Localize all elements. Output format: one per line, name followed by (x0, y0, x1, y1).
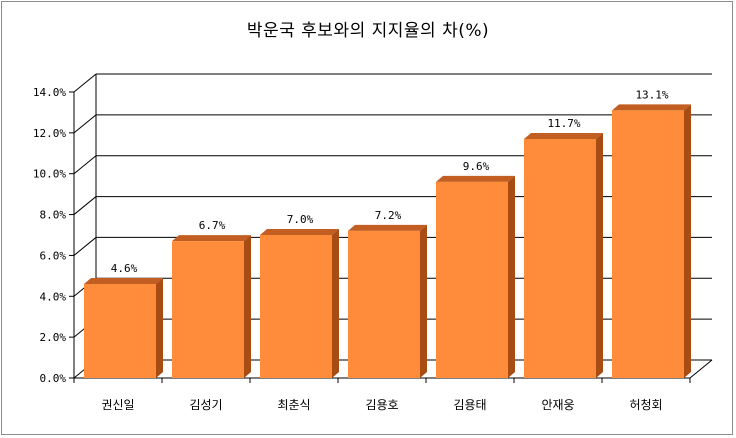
category-label: 권신일 (101, 398, 134, 412)
category-label: 허청회 (629, 398, 662, 412)
bar-front (612, 110, 684, 378)
data-labels: 4.6% 6.7% 7.0% 7.2% 9.6% 11.7% 13.1% (111, 88, 669, 275)
category-label: 최춘식 (277, 398, 310, 412)
category-label: 안재웅 (541, 398, 574, 412)
category-label: 김성기 (189, 398, 222, 412)
bar-side (156, 278, 163, 378)
bar-top (524, 132, 603, 139)
gridline-diagonal (73, 237, 97, 256)
gridline-diagonal (73, 114, 97, 134)
bar-side (420, 224, 427, 378)
bar (260, 229, 339, 378)
bar (612, 104, 691, 378)
bar-side (508, 175, 515, 378)
data-label: 7.0% (287, 213, 314, 226)
data-label: 7.2% (375, 209, 402, 222)
y-tick-label: 4.0% (40, 290, 67, 303)
bar-top (348, 224, 427, 231)
y-tick-label: 8.0% (40, 209, 67, 222)
y-tick-label: 10.0% (33, 168, 66, 181)
data-label: 4.6% (111, 262, 138, 275)
category-label: 김용호 (365, 398, 398, 412)
bar-top (84, 278, 163, 285)
bar-top (436, 175, 515, 182)
y-tick-label: 6.0% (40, 249, 67, 262)
bar-top (260, 229, 339, 235)
bar (348, 224, 427, 378)
bars (84, 104, 691, 378)
data-label: 11.7% (547, 117, 580, 130)
x-axis-categories: 권신일 김성기 최춘식 김용호 김용태 안재웅 허청회 (101, 398, 662, 412)
data-label: 13.1% (635, 88, 668, 101)
bar-front (260, 235, 332, 378)
bar (172, 235, 251, 378)
bar-front (524, 138, 596, 378)
bar (436, 175, 515, 378)
bar (524, 132, 603, 378)
floor-right-edge (689, 359, 713, 379)
data-label: 9.6% (463, 160, 490, 173)
y-tick-label: 14.0% (33, 86, 66, 99)
bar-front (348, 230, 420, 378)
gridline-diagonal (73, 73, 97, 93)
y-tick-label: 0.0% (40, 372, 67, 385)
bar-front (84, 284, 156, 378)
gridline-diagonal (73, 155, 97, 175)
y-tick-label: 12.0% (33, 127, 66, 140)
bar-top (172, 235, 251, 242)
bar-side (332, 229, 339, 378)
chart-title: 박운국 후보와의 지지율의 차(%) (246, 21, 490, 41)
bar-side (244, 235, 251, 378)
bar-side (596, 132, 603, 378)
bar-front (172, 241, 244, 378)
gridline-diagonal (73, 196, 97, 215)
bar-front (436, 181, 508, 378)
bar-top (612, 104, 691, 111)
y-tick-label: 2.0% (40, 331, 67, 344)
y-axis-ticks: 0.0% 2.0% 4.0% 6.0% 8.0% 10.0% 12.0% 14.0% (33, 86, 66, 385)
bar (84, 278, 163, 378)
category-label: 김용태 (453, 398, 486, 412)
bar-side (684, 104, 691, 378)
data-label: 6.7% (199, 219, 226, 232)
